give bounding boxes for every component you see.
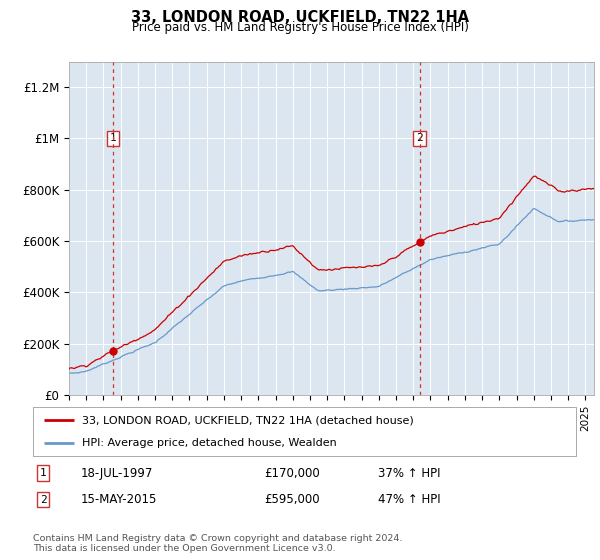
Text: 47% ↑ HPI: 47% ↑ HPI	[378, 493, 440, 506]
Text: 18-JUL-1997: 18-JUL-1997	[81, 466, 154, 480]
Text: £170,000: £170,000	[264, 466, 320, 480]
Text: 2: 2	[40, 494, 47, 505]
Text: 1: 1	[109, 133, 116, 143]
Text: 37% ↑ HPI: 37% ↑ HPI	[378, 466, 440, 480]
Text: Contains HM Land Registry data © Crown copyright and database right 2024.
This d: Contains HM Land Registry data © Crown c…	[33, 534, 403, 553]
Text: 33, LONDON ROAD, UCKFIELD, TN22 1HA (detached house): 33, LONDON ROAD, UCKFIELD, TN22 1HA (det…	[82, 416, 413, 426]
Text: HPI: Average price, detached house, Wealden: HPI: Average price, detached house, Weal…	[82, 438, 337, 448]
Text: 2: 2	[416, 133, 423, 143]
Text: 33, LONDON ROAD, UCKFIELD, TN22 1HA: 33, LONDON ROAD, UCKFIELD, TN22 1HA	[131, 10, 469, 25]
Text: 15-MAY-2015: 15-MAY-2015	[81, 493, 157, 506]
Text: £595,000: £595,000	[264, 493, 320, 506]
Text: 1: 1	[40, 468, 47, 478]
Text: Price paid vs. HM Land Registry's House Price Index (HPI): Price paid vs. HM Land Registry's House …	[131, 21, 469, 34]
